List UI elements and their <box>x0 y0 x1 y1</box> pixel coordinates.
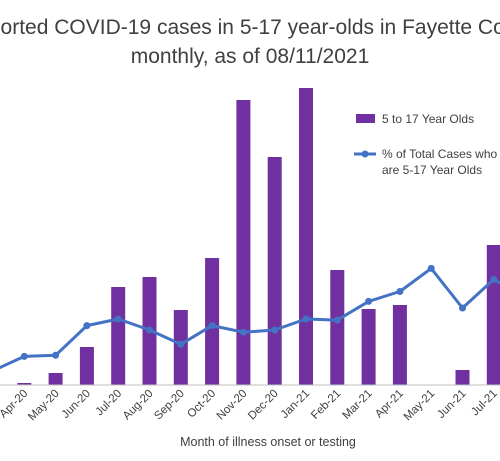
chart-title-line-1: Reported COVID-19 cases in 5-17 year-old… <box>0 16 500 39</box>
x-tick-label: Jun-20 <box>60 388 93 421</box>
legend-line-label-line-2: are 5-17 Year Olds <box>382 163 482 177</box>
line-point-Apr-21 <box>396 288 404 295</box>
bar-Jul-20 <box>111 287 126 385</box>
legend-line-label-line-1: % of Total Cases who <box>382 147 497 161</box>
x-tick-labels: Mar-20Apr-20May-20Jun-20Jul-20Aug-20Sep-… <box>0 388 500 424</box>
x-tick-label: Jun-21 <box>435 388 468 421</box>
bar-Dec-20 <box>267 157 282 385</box>
x-tick-label: Feb-21 <box>309 388 343 422</box>
legend: 5 to 17 Year Olds % of Total Cases who a… <box>354 112 497 177</box>
bar-Jul-21 <box>486 245 500 385</box>
line-point-Jun-20 <box>83 322 91 330</box>
line-point-Jun-21 <box>459 304 466 312</box>
line-series <box>0 264 500 370</box>
x-tick-label: Mar-21 <box>340 388 374 422</box>
bar-Oct-20 <box>205 258 220 385</box>
x-axis-title: Month of illness onset or testing <box>180 435 356 449</box>
bar-Apr-20 <box>17 383 32 385</box>
legend-bar-label: 5 to 17 Year Olds <box>382 112 474 126</box>
line-point-Feb-21 <box>333 316 341 324</box>
bar-Mar-21 <box>361 309 376 385</box>
line-point-Jul-21 <box>490 275 498 283</box>
legend-bar-swatch <box>356 114 375 123</box>
bar-series <box>17 88 500 385</box>
x-tick-label: Oct-20 <box>185 388 218 421</box>
line-point-Jan-21 <box>302 315 310 323</box>
bar-Feb-21 <box>330 270 345 385</box>
line-point-Oct-20 <box>208 322 216 330</box>
legend-line-marker <box>361 150 369 158</box>
x-tick-label: Nov-20 <box>215 388 250 423</box>
bar-Jun-20 <box>79 347 94 385</box>
line-point-Sep-20 <box>177 340 185 348</box>
x-tick-label: Sep-20 <box>152 388 187 423</box>
line-point-Aug-20 <box>146 326 153 334</box>
line-series-path <box>0 266 500 370</box>
x-tick-label: Aug-20 <box>121 388 156 423</box>
line-point-Jul-20 <box>114 315 122 323</box>
x-tick-label: Apr-21 <box>373 388 406 421</box>
line-point-May-20 <box>52 351 60 359</box>
x-tick-label: Jan-21 <box>279 388 312 421</box>
x-tick-label: May-21 <box>402 388 438 424</box>
line-point-May-21 <box>427 264 435 272</box>
line-point-Mar-21 <box>365 297 373 305</box>
bar-Nov-20 <box>236 100 251 385</box>
bar-Apr-21 <box>392 305 407 385</box>
line-point-Dec-20 <box>271 326 279 334</box>
line-point-Nov-20 <box>239 328 247 336</box>
chart-title-line-2: monthly, as of 08/11/2021 <box>131 45 370 68</box>
x-tick-label: Jul-21 <box>469 388 500 419</box>
line-point-Apr-20 <box>20 352 28 360</box>
bar-Jan-21 <box>299 88 313 385</box>
x-tick-label: Dec-20 <box>246 388 281 423</box>
bar-May-20 <box>48 373 63 385</box>
bar-Jun-21 <box>455 370 470 385</box>
x-tick-label: May-20 <box>26 388 62 424</box>
